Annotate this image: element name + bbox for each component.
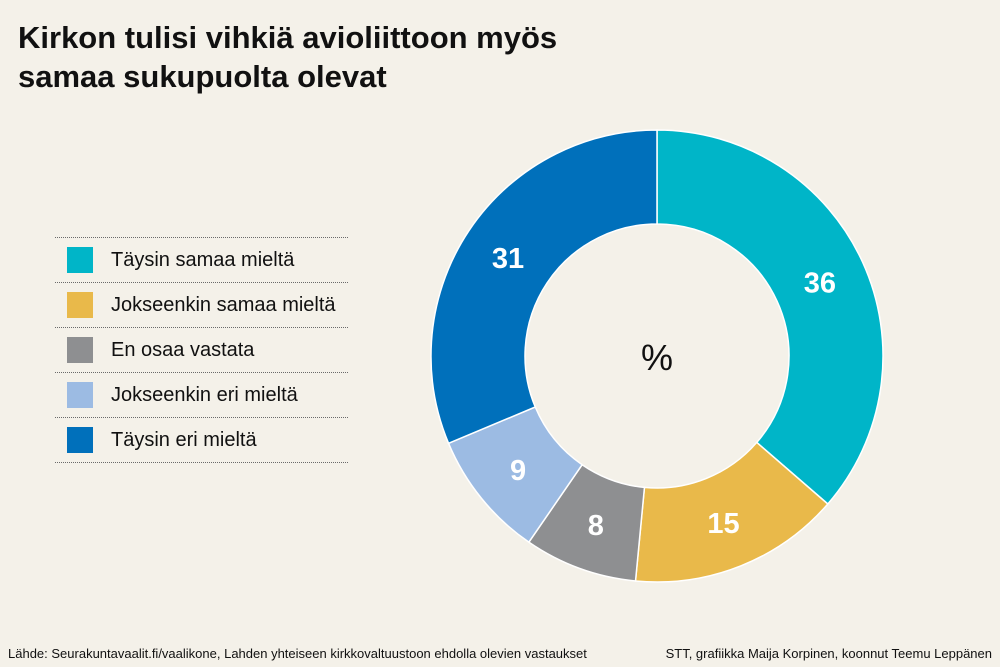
- center-unit-label: %: [641, 337, 673, 378]
- legend-label: Jokseenkin samaa mieltä: [111, 293, 336, 316]
- legend: Täysin samaa mieltä Jokseenkin samaa mie…: [55, 237, 348, 463]
- legend-swatch: [67, 427, 93, 453]
- source-note: Lähde: Seurakuntavaalit.fi/vaalikone, La…: [8, 646, 587, 661]
- legend-swatch: [67, 292, 93, 318]
- legend-item: Jokseenkin eri mieltä: [55, 373, 348, 418]
- legend-swatch: [67, 382, 93, 408]
- legend-label: Jokseenkin eri mieltä: [111, 383, 298, 406]
- chart-title-line1: Kirkon tulisi vihkiä avioliittoon myös: [18, 20, 558, 55]
- slice-value-label: 36: [804, 268, 836, 300]
- legend-item: Jokseenkin samaa mieltä: [55, 283, 348, 328]
- donut-slices: [430, 129, 884, 583]
- legend-label: En osaa vastata: [111, 338, 255, 361]
- legend-swatch: [67, 337, 93, 363]
- donut-slice: [430, 129, 658, 445]
- slice-value-label: 8: [588, 510, 604, 542]
- legend-swatch: [67, 247, 93, 273]
- slice-value-label: 31: [492, 243, 524, 275]
- slice-value-label: 9: [510, 455, 526, 487]
- legend-item: Täysin eri mieltä: [55, 418, 348, 463]
- legend-item: Täysin samaa mieltä: [55, 238, 348, 283]
- chart-title: Kirkon tulisi vihkiä avioliittoon myös s…: [18, 18, 618, 96]
- legend-item: En osaa vastata: [55, 328, 348, 373]
- donut-slice-labels: 36 15 8 9 31: [492, 243, 836, 542]
- chart-title-line2: samaa sukupuolta olevat: [18, 59, 387, 94]
- slice-value-label: 15: [707, 508, 739, 540]
- credit-note: STT, grafiikka Maija Korpinen, koonnut T…: [665, 646, 992, 661]
- donut-slice: [656, 129, 884, 506]
- legend-label: Täysin eri mieltä: [111, 428, 257, 451]
- legend-label: Täysin samaa mieltä: [111, 248, 295, 271]
